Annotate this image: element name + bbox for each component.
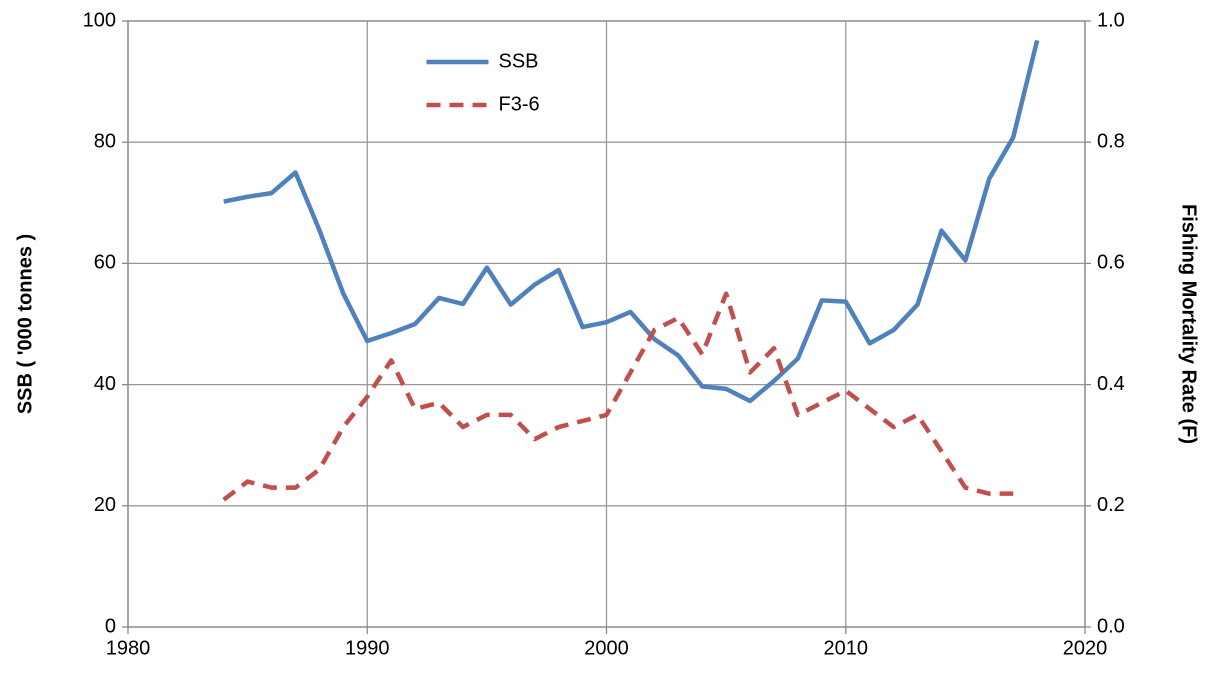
y-axis-title: SSB ( '000 tonnes ) xyxy=(14,234,36,414)
y-tick-label: 0 xyxy=(105,615,116,637)
y-tick-label: 100 xyxy=(83,9,116,31)
y2-tick-label: 0.6 xyxy=(1097,252,1125,274)
y2-tick-label: 1.0 xyxy=(1097,9,1125,31)
series-line xyxy=(223,39,1040,404)
series-line xyxy=(222,291,1014,502)
y2-tick-label: 0.2 xyxy=(1097,494,1125,516)
x-tick-label: 1990 xyxy=(345,637,390,659)
y2-axis-title: Fishing Mortality Rate (F) xyxy=(1178,204,1200,444)
y-tick-label: 60 xyxy=(94,252,116,274)
y2-tick-label: 0.0 xyxy=(1097,615,1125,637)
x-tick-label: 1980 xyxy=(106,637,151,659)
y2-tick-label: 0.8 xyxy=(1097,130,1125,152)
legend-label: F3-6 xyxy=(499,93,540,115)
y-tick-label: 20 xyxy=(94,494,116,516)
y-tick-label: 40 xyxy=(94,373,116,395)
legend-label: SSB xyxy=(499,50,539,72)
y2-tick-label: 0.4 xyxy=(1097,373,1125,395)
y-tick-label: 80 xyxy=(94,130,116,152)
plot-frame xyxy=(127,20,1086,628)
x-tick-label: 2000 xyxy=(584,637,629,659)
x-tick-label: 2020 xyxy=(1063,637,1108,659)
x-tick-label: 2010 xyxy=(824,637,869,659)
